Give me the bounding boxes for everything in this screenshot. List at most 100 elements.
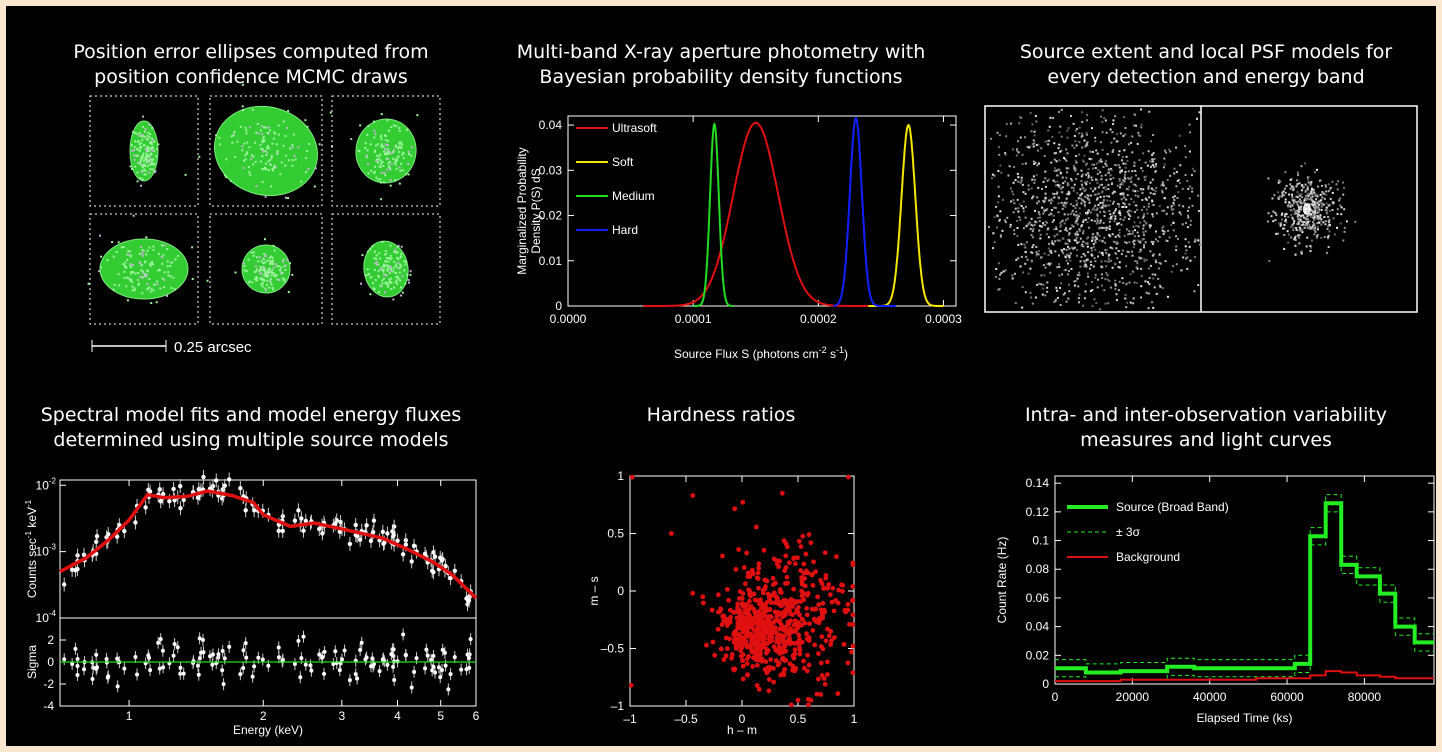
mcmc-draw: [388, 160, 391, 163]
extent-pixel: [1125, 265, 1128, 268]
mcmc-draw: [250, 251, 253, 254]
mcmc-draw: [184, 173, 187, 176]
hardness-point: [788, 702, 794, 708]
extent-pixel: [1026, 223, 1029, 226]
extent-pixel: [1127, 170, 1130, 173]
extent-pixel: [1155, 261, 1158, 264]
spectrum-data-point: [333, 521, 338, 526]
extent-pixel: [1152, 215, 1155, 218]
extent-pixel: [1024, 246, 1027, 249]
extent-pixel: [1101, 240, 1104, 243]
mcmc-draw: [267, 270, 270, 273]
psf-model-pixel: [1283, 213, 1286, 216]
residual-data-point: [359, 640, 364, 645]
extent-pixel: [1087, 251, 1090, 254]
psf-model-pixel: [1293, 199, 1296, 202]
hardness-point: [806, 532, 812, 537]
mcmc-draw: [132, 214, 135, 217]
mcmc-draw: [256, 268, 259, 271]
extent-pixel: [1147, 307, 1150, 310]
extent-pixel: [1121, 155, 1124, 158]
extent-pixel: [1145, 291, 1148, 294]
spectrum-data-point: [201, 474, 206, 480]
extent-pixel: [1017, 180, 1020, 183]
extent-pixel: [1116, 257, 1119, 260]
extent-pixel: [1053, 180, 1056, 183]
mcmc-draw: [390, 163, 393, 166]
residual-data-point: [431, 664, 436, 669]
mcmc-draw: [383, 273, 386, 276]
extent-pixel: [1046, 179, 1049, 182]
extent-pixel: [1141, 192, 1144, 195]
mcmc-draw: [399, 286, 402, 289]
extent-pixel: [1010, 200, 1013, 203]
extent-pixel: [1080, 197, 1083, 200]
extent-pixel: [1085, 131, 1088, 134]
extent-pixel: [1076, 249, 1079, 252]
mcmc-draw: [374, 165, 377, 168]
mcmc-draw: [377, 263, 380, 266]
extent-pixel: [1177, 178, 1180, 181]
extent-pixel: [1118, 228, 1121, 231]
mcmc-draw: [152, 139, 155, 142]
hardness-point: [759, 656, 765, 662]
spectrum-data-point: [448, 575, 453, 581]
extent-pixel: [1181, 223, 1184, 226]
extent-pixel: [1075, 178, 1078, 181]
extent-pixel: [1031, 236, 1034, 239]
extent-pixel: [1119, 183, 1122, 186]
residual-data-point: [438, 675, 443, 680]
psf-model-pixel: [1292, 222, 1295, 225]
mcmc-draw: [243, 265, 246, 268]
residual-data-point: [320, 654, 325, 659]
residual-data-point: [467, 655, 472, 660]
extent-pixel: [1130, 176, 1133, 179]
mcmc-draw: [398, 166, 401, 169]
psf-model-pixel: [1283, 233, 1286, 236]
extent-pixel: [1117, 289, 1120, 292]
extent-pixel: [1066, 192, 1069, 195]
psf-model-pixel: [1297, 218, 1300, 221]
mcmc-draw: [264, 149, 267, 152]
mcmc-draw: [266, 272, 269, 275]
psf-model-pixel: [1287, 233, 1290, 236]
psf-model-pixel: [1306, 215, 1309, 218]
psf-model-pixel: [1297, 200, 1300, 203]
extent-pixel: [1082, 219, 1085, 222]
mcmc-draw: [122, 263, 125, 266]
extent-pixel: [1044, 192, 1047, 195]
extent-pixel: [1032, 145, 1035, 148]
mcmc-draw: [384, 143, 387, 146]
mcmc-draw: [252, 254, 255, 257]
mcmc-draw: [384, 134, 387, 137]
psf-model-pixel: [1304, 224, 1307, 227]
psf-model-pixel: [1303, 199, 1306, 202]
psf-model-pixel: [1284, 215, 1287, 218]
extent-pixel: [1117, 203, 1120, 206]
extent-pixel: [1127, 251, 1130, 254]
hardness-point: [762, 602, 768, 608]
extent-pixel: [1067, 167, 1070, 170]
mcmc-draw: [274, 275, 277, 278]
psf-model-pixel: [1293, 213, 1296, 216]
psf-model-pixel: [1285, 212, 1288, 215]
psf-model-pixel: [1272, 210, 1275, 213]
extent-pixel: [1107, 302, 1110, 305]
extent-pixel: [1051, 240, 1054, 243]
mcmc-draw: [304, 157, 307, 160]
extent-pixel: [1178, 211, 1181, 214]
residual-data-point: [160, 648, 165, 653]
extent-pixel: [1066, 171, 1069, 174]
extent-pixel: [1123, 180, 1126, 183]
mcmc-draw: [129, 279, 132, 282]
extent-pixel: [1069, 252, 1072, 255]
psf-model-pixel: [1292, 226, 1295, 229]
extent-pixel: [1043, 252, 1046, 255]
extent-pixel: [1104, 260, 1107, 263]
mcmc-draw: [256, 122, 259, 125]
residual-data-point: [62, 657, 67, 662]
extent-pixel: [1140, 257, 1143, 260]
hardness-point: [802, 576, 807, 581]
psf-model-pixel: [1316, 195, 1319, 198]
psf-model-pixel: [1339, 222, 1342, 225]
